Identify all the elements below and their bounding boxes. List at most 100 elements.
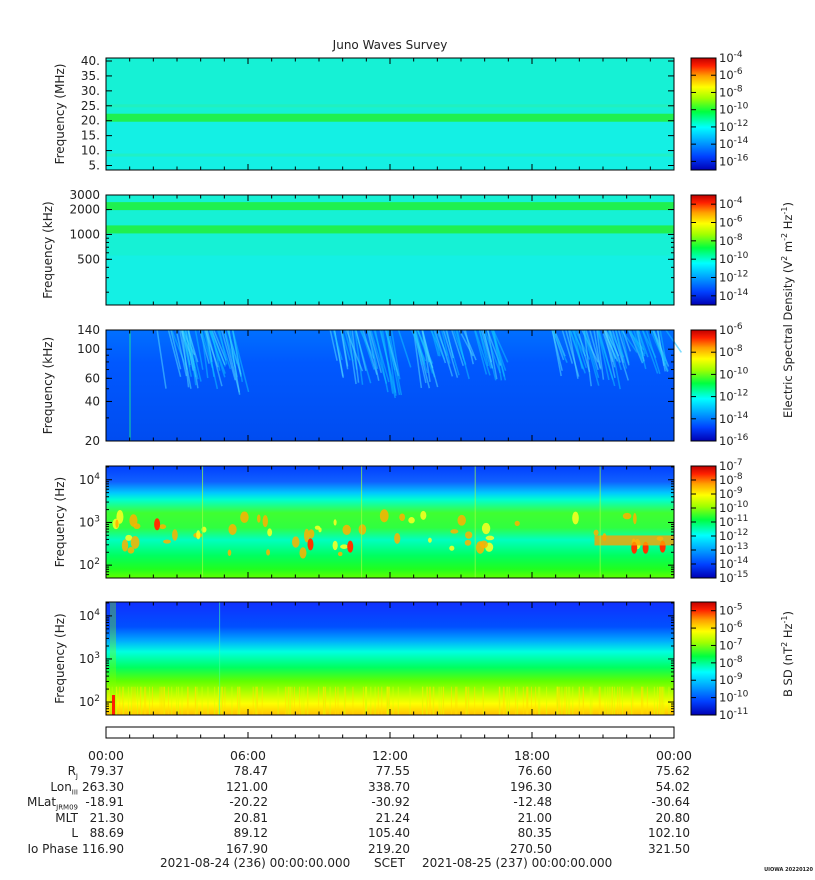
ephem-value: 76.60 [517, 764, 552, 778]
y-tick-label: 1000 [69, 227, 100, 241]
colorbar-tick-label: 10-12 [719, 528, 748, 543]
time-tick-label: 00:00 [88, 748, 124, 763]
colorbar-tick-label: 10-8 [719, 344, 743, 359]
y-tick-label: 20 [85, 434, 100, 448]
colorbar-tick-label: 10-7 [719, 637, 743, 652]
spectrogram-2 [106, 195, 674, 305]
y-axis-label: Frequency (kHz) [41, 337, 55, 434]
colorbar-tick-label: 10-10 [719, 500, 749, 515]
ephem-value: 270.50 [510, 841, 552, 856]
panels: 40.35.30.25.20.15.10.5. Frequency (MHz) 10… [41, 50, 749, 722]
y-axis-label: Frequency (Hz) [53, 613, 67, 704]
ephem-value: 219.20 [368, 841, 410, 856]
ephem-value: -30.64 [651, 795, 690, 809]
y-tick-label: 30. [81, 84, 100, 98]
spectrogram-3 [106, 329, 682, 441]
ephem-value: 88.69 [89, 826, 124, 840]
ephem-value: 196.30 [510, 779, 552, 794]
ephem-value: 102.10 [648, 826, 690, 840]
y-tick-label: 20. [81, 114, 100, 128]
ephem-value: 21.00 [517, 810, 552, 825]
y-tick-label: 103 [79, 514, 100, 529]
y-axis-label: Frequency (Hz) [53, 477, 67, 568]
colorbar-tick-label: 10-15 [719, 570, 748, 585]
ephem-value: -30.92 [371, 795, 410, 809]
shared-colorbar-label: Electric Spectral Density (V2 m-2 Hz-1) [780, 202, 795, 418]
colorbar-tick-label: 10-8 [719, 233, 743, 248]
colorbar-tick-label: 10-4 [719, 50, 743, 65]
emission-band-2-2 [106, 225, 674, 234]
colorbar-tick-label: 10-6 [719, 322, 743, 337]
footer-scet: SCET [374, 856, 405, 870]
y-tick-label: 15. [81, 129, 100, 143]
colorbar-tick-label: 10-10 [719, 251, 749, 266]
ephem-value: 338.70 [368, 779, 410, 794]
ephem-value: -20.22 [229, 795, 268, 809]
time-tick-label: 12:00 [372, 748, 408, 763]
time-tick-label: 00:00 [656, 748, 692, 763]
colorbar-tick-label: 10-16 [719, 153, 749, 168]
panel-1: 40.35.30.25.20.15.10.5. Frequency (MHz) 10… [53, 50, 749, 173]
y-tick-label: 3000 [69, 188, 100, 202]
emission-band-2-1 [106, 202, 674, 211]
colorbar-tick-label: 10-6 [719, 215, 743, 230]
y-tick-label: 102 [79, 557, 100, 572]
colorbar-tick-label: 10-6 [719, 620, 743, 635]
footer-start: 2021-08-24 (236) 00:00:00.000 [160, 856, 351, 870]
colorbar-tick-label: 10-8 [719, 655, 743, 670]
ephem-value: 78.47 [233, 764, 268, 778]
y-tick-label: 2000 [69, 203, 100, 217]
y-tick-label: 5. [89, 159, 100, 173]
colorbar-tick-label: 10-9 [719, 486, 743, 501]
y-axis-label: Frequency (MHz) [53, 64, 67, 165]
ephem-value: 121.00 [226, 779, 268, 794]
ephem-value: 105.40 [368, 826, 410, 840]
y-tick-label: 10. [81, 144, 100, 158]
ephem-label: MLT [55, 810, 78, 825]
colorbar-tick-label: 10-12 [719, 119, 748, 134]
y-tick-label: 500 [77, 252, 100, 266]
colorbar-tick-label: 10-13 [719, 542, 748, 557]
colorbar-tick-label: 10-9 [719, 672, 743, 687]
ephem-value: 321.50 [648, 841, 690, 856]
colorbar-3: 10-6 10-8 10-10 10-12 10-14 10-16 [690, 322, 749, 448]
ephem-value: 20.80 [655, 810, 690, 825]
colorbar-tick-label: 10-11 [719, 514, 748, 529]
time-tick-label: 06:00 [230, 748, 266, 763]
colorbar-tick-label: 10-6 [719, 67, 743, 82]
ephem-label: Io Phase [27, 841, 78, 856]
ephem-value: 77.55 [375, 764, 410, 778]
colorbar-tick-label: 10-4 [719, 196, 743, 211]
ephem-value: 20.81 [233, 810, 268, 825]
colorbar-tick-label: 10-14 [719, 411, 749, 426]
ephem-label: MLatJRM09 [27, 795, 78, 812]
footer-end: 2021-08-25 (237) 00:00:00.000 [422, 856, 613, 870]
panel-4: 104 103 102 Frequency (Hz) 10-710-810-910-10… [53, 458, 749, 585]
ephem-value: 21.30 [89, 810, 124, 825]
emission-band-1-1 [106, 113, 674, 122]
ephem-label: LonIII [50, 779, 78, 796]
spectrogram-5 [106, 602, 675, 715]
y-tick-label: 102 [79, 694, 100, 709]
colorbar-tick-label: 10-14 [719, 288, 749, 303]
y-tick-label: 104 [79, 608, 100, 623]
colorbar-tick-label: 10-14 [719, 556, 749, 571]
y-tick-label: 104 [79, 472, 100, 487]
time-axis: 00:00 06:00 12:00 18:00 00:00 [88, 726, 692, 763]
y-tick-label: 40. [81, 54, 100, 68]
colorbar-tick-label: 10-7 [719, 458, 743, 473]
credit-text: UIOWA 20220120 [764, 867, 813, 873]
ephem-value: 80.35 [517, 826, 552, 840]
colorbar-2: 10-4 10-6 10-8 10-10 10-12 10-14 [690, 194, 749, 306]
panel-3: 140 100 60 40 20 Frequency (kHz) 10-6 10-8 10-10… [41, 322, 749, 448]
emission-band-1-3 [106, 153, 674, 157]
ephem-value: -12.48 [513, 795, 552, 809]
ephem-value: 263.30 [82, 779, 124, 794]
emission-band-1-2 [106, 104, 674, 108]
spectrogram-1 [106, 58, 674, 170]
ephem-label: RJ [67, 764, 78, 781]
colorbar-5: 10-5 10-6 10-7 10-8 10-9 10-10 10-11 [690, 601, 749, 722]
ephem-value: 54.02 [655, 779, 690, 794]
y-tick-label: 25. [81, 99, 100, 113]
